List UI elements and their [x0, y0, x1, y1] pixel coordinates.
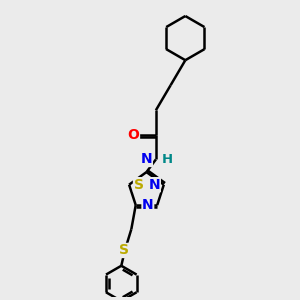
- Text: H: H: [161, 153, 172, 166]
- Text: S: S: [134, 178, 143, 192]
- Text: N: N: [142, 198, 154, 212]
- Text: S: S: [119, 244, 129, 257]
- Text: N: N: [149, 178, 160, 192]
- Text: N: N: [141, 152, 152, 167]
- Text: O: O: [128, 128, 140, 142]
